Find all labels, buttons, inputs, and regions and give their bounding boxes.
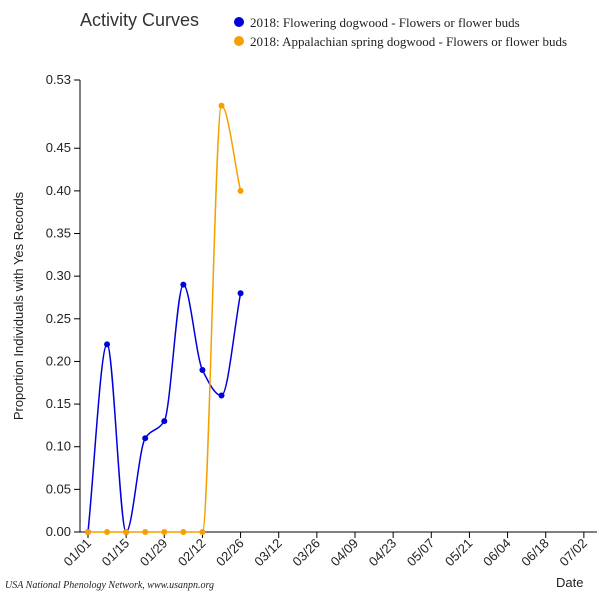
x-tick-label: 04/23 xyxy=(366,536,400,570)
series-1-point[interactable] xyxy=(180,281,187,288)
series-2 xyxy=(85,102,244,535)
series-1-point[interactable] xyxy=(237,290,244,297)
y-tick-label: 0.35 xyxy=(46,226,71,241)
series-2-point[interactable] xyxy=(218,102,225,109)
x-tick-label: 06/18 xyxy=(518,536,552,570)
y-tick-label: 0.30 xyxy=(46,268,71,283)
series-2-point[interactable] xyxy=(161,529,168,535)
series-1-point[interactable] xyxy=(161,418,168,425)
series-1-line xyxy=(87,283,242,533)
legend-item-flowering-dogwood[interactable]: 2018: Flowering dogwood - Flowers or flo… xyxy=(234,15,520,30)
x-tick-label: 05/07 xyxy=(404,536,438,570)
series-2-point[interactable] xyxy=(85,529,91,535)
x-axis-title: Date xyxy=(556,575,583,590)
series-2-point[interactable] xyxy=(237,187,244,194)
series-1 xyxy=(85,281,244,535)
x-tick-label: 01/01 xyxy=(61,536,95,570)
legend-marker-appalachian-spring-dogwood xyxy=(234,36,244,46)
y-tick-label: 0.20 xyxy=(46,353,71,368)
x-tick-label: 01/15 xyxy=(99,536,133,570)
series-2-point[interactable] xyxy=(104,529,111,535)
y-tick-label: 0.40 xyxy=(46,183,71,198)
y-tick-label: 0.45 xyxy=(46,140,71,155)
y-axis: 0.00 0.05 0.10 0.15 0.20 0.25 0.30 0.35 0.40 0.45… xyxy=(46,72,81,539)
series-1-point[interactable] xyxy=(199,366,206,373)
series-1-point[interactable] xyxy=(142,435,149,442)
x-tick-label: 05/21 xyxy=(442,536,476,570)
series-layer xyxy=(85,102,244,535)
series-1-point[interactable] xyxy=(104,341,111,348)
y-tick-label: 0.15 xyxy=(46,396,71,411)
chart-title: Activity Curves xyxy=(80,10,199,30)
series-2-point[interactable] xyxy=(180,529,187,535)
legend-marker-flowering-dogwood xyxy=(234,17,244,27)
legend-item-appalachian-spring-dogwood[interactable]: 2018: Appalachian spring dogwood - Flowe… xyxy=(234,34,567,49)
y-tick-label: 0.05 xyxy=(46,481,71,496)
x-tick-label: 03/26 xyxy=(289,536,323,570)
x-axis: 01/01 01/15 01/29 02/12 02/26 03/12 03/26 04/09… xyxy=(61,531,597,570)
x-tick-label: 02/12 xyxy=(175,536,209,570)
credit-text: USA National Phenology Network, www.usan… xyxy=(5,580,214,591)
y-tick-label: 0.10 xyxy=(46,439,71,454)
y-axis-title: Proportion Individuals with Yes Records xyxy=(11,191,26,420)
series-2-point[interactable] xyxy=(142,529,149,535)
x-tick-label: 06/04 xyxy=(480,536,514,570)
legend-label-flowering-dogwood: 2018: Flowering dogwood - Flowers or flo… xyxy=(250,15,520,30)
x-tick-label: 03/12 xyxy=(251,536,285,570)
series-2-point[interactable] xyxy=(199,529,206,535)
legend: 2018: Flowering dogwood - Flowers or flo… xyxy=(234,15,567,49)
series-2-point[interactable] xyxy=(123,529,130,535)
x-tick-label: 02/26 xyxy=(213,536,247,570)
legend-label-appalachian-spring-dogwood: 2018: Appalachian spring dogwood - Flowe… xyxy=(250,34,567,49)
y-tick-label: 0.53 xyxy=(46,72,71,87)
y-tick-label: 0.25 xyxy=(46,311,71,326)
series-1-point[interactable] xyxy=(218,392,225,399)
series-2-line xyxy=(88,104,242,533)
y-tick-label: 0.00 xyxy=(46,524,71,539)
x-tick-label: 07/02 xyxy=(556,536,590,570)
x-tick-label: 04/09 xyxy=(328,536,362,570)
x-tick-label: 01/29 xyxy=(137,536,171,570)
